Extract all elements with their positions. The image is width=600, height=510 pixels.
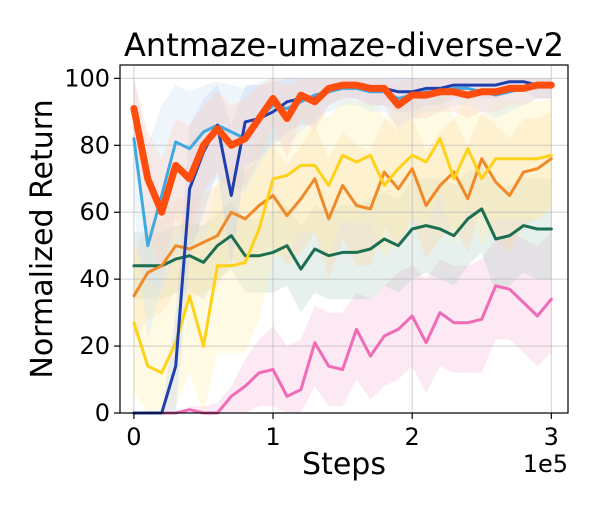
series-orange-band xyxy=(133,111,552,340)
x-tick-label: 3 xyxy=(544,423,559,451)
series-dark-green-line xyxy=(132,207,553,271)
chart-title: Antmaze-umaze-diverse-v2 xyxy=(124,26,564,64)
x-tick-label: 1 xyxy=(265,423,280,451)
series-yellow-band xyxy=(133,91,552,414)
x-axis-ticks: 0 1 2 3 xyxy=(126,413,559,451)
x-axis-offset-label: 1e5 xyxy=(523,450,568,478)
series-pink-band xyxy=(133,232,552,413)
y-tick-label: 80 xyxy=(79,131,110,159)
series-red-orange-band xyxy=(133,78,552,273)
y-tick-label: 0 xyxy=(95,399,110,427)
y-axis-ticks: 0 20 40 60 80 100 xyxy=(64,64,120,427)
x-axis-label: Steps xyxy=(302,447,386,482)
series-red-orange-line xyxy=(130,81,555,216)
y-tick-label: 20 xyxy=(79,332,110,360)
series-orange-line xyxy=(132,157,553,298)
y-tick-label: 60 xyxy=(79,198,110,226)
x-tick-label: 0 xyxy=(126,423,141,451)
plot-frame xyxy=(119,64,569,414)
series-lines xyxy=(130,80,555,415)
series-dark-green-band xyxy=(133,165,552,313)
series-yellow-line xyxy=(132,137,553,375)
y-tick-label: 40 xyxy=(79,265,110,293)
y-axis-label: Normalized Return xyxy=(25,99,60,378)
y-tick-label: 100 xyxy=(64,64,110,92)
x-tick-label: 2 xyxy=(405,423,420,451)
